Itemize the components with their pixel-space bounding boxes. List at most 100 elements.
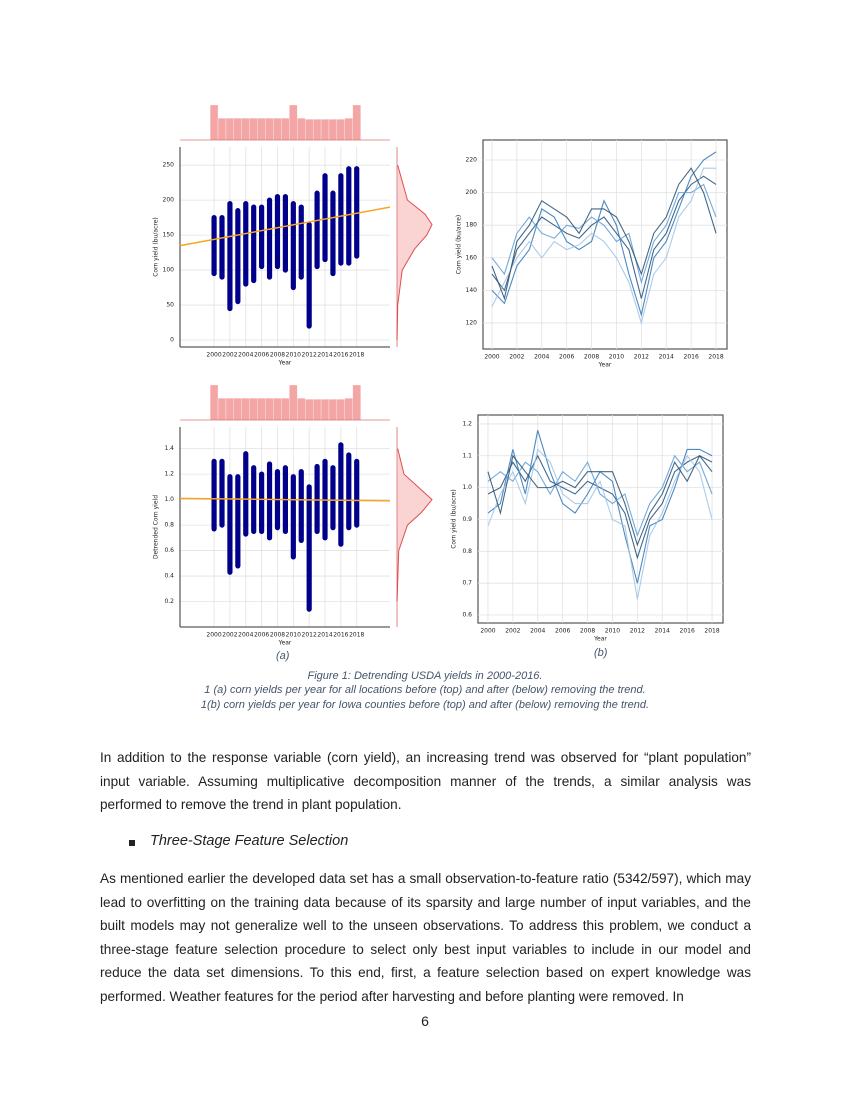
strip <box>227 474 233 575</box>
strip <box>354 458 360 528</box>
y-tick-label: 0.6 <box>164 547 174 554</box>
y-tick-label: 0.9 <box>462 516 472 523</box>
x-tick-label: 2012 <box>630 628 645 635</box>
x-axis-label: Year <box>598 362 612 369</box>
x-tick-label: 2016 <box>684 354 699 361</box>
x-tick-label: 2002 <box>222 632 237 639</box>
hist-bar <box>225 397 235 421</box>
x-tick-label: 2010 <box>286 352 301 359</box>
x-axis-label: Year <box>278 640 292 647</box>
hist-bar <box>241 117 250 141</box>
x-tick-label: 2014 <box>317 352 332 359</box>
hist-bar <box>312 119 322 141</box>
hist-bar <box>265 397 274 421</box>
series-line <box>491 175 717 299</box>
hist-bar <box>209 384 219 421</box>
hist-bar <box>257 397 266 421</box>
x-tick-label: 2010 <box>605 628 620 635</box>
y-tick-label: 0.8 <box>462 548 472 555</box>
hist-bar <box>281 397 290 421</box>
x-tick-label: 2004 <box>534 354 549 361</box>
strip <box>346 452 352 531</box>
x-tick-label: 2006 <box>559 354 574 361</box>
hist-bar <box>320 399 330 421</box>
strip <box>314 190 320 270</box>
y-tick-label: 0.8 <box>164 522 174 529</box>
strip <box>290 474 296 560</box>
x-tick-label: 2014 <box>659 354 674 361</box>
strip <box>314 463 320 535</box>
strip <box>259 471 265 535</box>
strip <box>338 173 344 266</box>
trend-line <box>179 206 391 247</box>
bullet <box>129 840 135 846</box>
strip <box>306 484 312 612</box>
y-tick-label: 100 <box>163 267 175 274</box>
y-tick-label: 160 <box>466 254 478 261</box>
hist-bar <box>241 397 250 421</box>
y-tick-label: 180 <box>466 222 478 229</box>
series-line <box>487 454 713 547</box>
y-tick-label: 1.4 <box>164 445 174 452</box>
x-tick-label: 2012 <box>302 632 317 639</box>
series-line <box>491 151 717 317</box>
hist-bar <box>257 117 266 141</box>
strip <box>298 468 304 543</box>
strip <box>330 190 336 277</box>
hist-bar <box>217 117 227 141</box>
page-number: 6 <box>421 1013 429 1029</box>
hist-bar <box>297 117 306 141</box>
hist-bar <box>352 104 361 141</box>
y-tick-label: 250 <box>163 162 175 169</box>
strip <box>211 458 217 532</box>
hist-bar <box>328 119 338 141</box>
x-tick-label: 2000 <box>484 354 499 361</box>
strip <box>298 204 304 280</box>
strip <box>322 173 328 263</box>
x-tick-label: 2016 <box>680 628 695 635</box>
x-tick-label: 2010 <box>286 632 301 639</box>
hist-bar <box>217 397 227 421</box>
strip <box>274 194 281 270</box>
x-tick-label: 2018 <box>349 352 364 359</box>
y-tick-label: 0.4 <box>164 573 174 580</box>
caption-line: 1 (a) corn yields per year for all locat… <box>204 684 646 696</box>
panel-label: (a) <box>276 650 290 662</box>
hist-bar <box>297 397 306 421</box>
paragraph: In addition to the response variable (co… <box>100 750 751 812</box>
y-axis-label: Corn yield (bu/acre) <box>451 489 458 549</box>
y-tick-label: 0 <box>170 337 174 344</box>
hist-bar <box>305 119 314 141</box>
strip <box>211 215 217 277</box>
x-tick-label: 2016 <box>333 632 348 639</box>
x-tick-label: 2012 <box>302 352 317 359</box>
hist-bar <box>336 399 345 421</box>
strip <box>282 194 288 273</box>
strip <box>243 451 249 537</box>
x-tick-label: 2006 <box>254 352 269 359</box>
trend-line <box>179 497 391 502</box>
caption-line: Figure 1: Detrending USDA yields in 2000… <box>307 670 543 682</box>
hist-bar <box>328 399 338 421</box>
x-tick-label: 2016 <box>333 352 348 359</box>
y-axis-label: Corn yield (bu/acre) <box>456 215 463 275</box>
strip <box>338 442 344 547</box>
y-tick-label: 1.0 <box>164 496 174 503</box>
series-line <box>491 183 717 285</box>
hist-bar <box>336 119 345 141</box>
series-line <box>487 448 713 600</box>
caption-line: 1(b) corn yields per year for Iowa count… <box>200 699 650 711</box>
panel-label: (b) <box>594 647 608 659</box>
y-axis-label: Detrended Corn yield <box>153 495 160 559</box>
paragraph: As mentioned earlier the developed data … <box>100 871 751 1004</box>
hist-bar <box>225 117 235 141</box>
hist-bar <box>273 397 282 421</box>
strip <box>227 201 233 312</box>
y-tick-label: 0.2 <box>164 598 174 605</box>
strip <box>219 458 225 528</box>
x-tick-label: 2002 <box>509 354 524 361</box>
x-axis-label: Year <box>278 360 292 367</box>
x-tick-label: 2002 <box>222 352 237 359</box>
y-tick-label: 0.7 <box>462 580 472 587</box>
